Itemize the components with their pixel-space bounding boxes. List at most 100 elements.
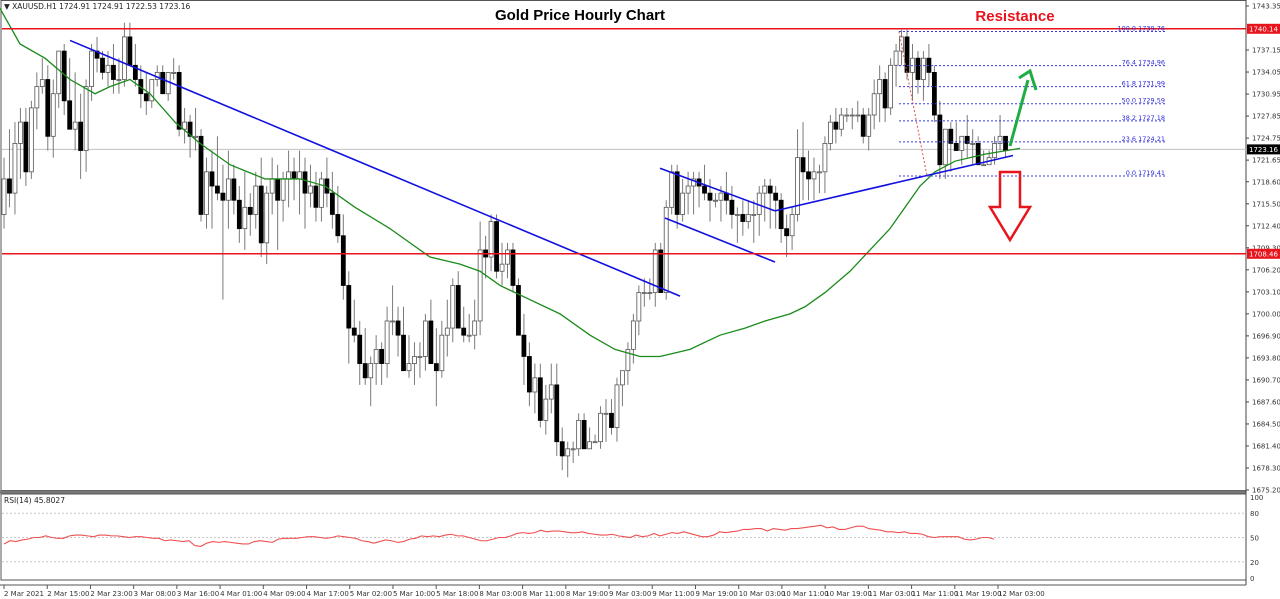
- bearish-candle: [187, 121, 193, 137]
- bullish-candle: [811, 171, 817, 180]
- price-tick-label: 1703.10: [1252, 288, 1280, 296]
- bullish-candle: [625, 348, 631, 372]
- bearish-candle: [767, 185, 773, 194]
- bullish-candle: [921, 57, 926, 80]
- bullish-candle: [444, 327, 450, 336]
- bullish-candle: [171, 72, 177, 74]
- time-tick-label: 12 Mar 03:00: [998, 590, 1045, 598]
- bearish-candle: [379, 348, 385, 364]
- bearish-candle: [67, 100, 73, 130]
- bullish-candle: [72, 121, 78, 130]
- time-tick-label: 8 Mar 03:00: [479, 590, 521, 598]
- bearish-candle: [521, 334, 527, 357]
- bearish-candle: [231, 178, 237, 201]
- fib-level-label: 23.6 1724.21: [1122, 135, 1165, 143]
- bullish-candle: [384, 320, 390, 364]
- bullish-candle: [308, 185, 313, 194]
- bullish-candle: [319, 178, 324, 208]
- bullish-candle: [663, 206, 669, 293]
- bullish-candle: [641, 292, 647, 294]
- bearish-candle: [953, 143, 959, 151]
- bullish-candle: [472, 320, 478, 336]
- moving-average-line: [0, 8, 1021, 358]
- bullish-candle: [83, 86, 89, 151]
- fib-level-label: 0.0 1719.41: [1126, 169, 1165, 177]
- rsi-axis-label: 50: [1250, 535, 1259, 543]
- rsi-axis-label: 0: [1250, 575, 1254, 583]
- bullish-candle: [450, 285, 456, 329]
- bearish-candle: [455, 285, 461, 329]
- flag-upper: [659, 167, 776, 212]
- bearish-candle: [362, 363, 368, 379]
- bearish-candle: [729, 199, 735, 215]
- bullish-candle: [587, 441, 592, 450]
- bullish-candle: [225, 178, 231, 201]
- bearish-candle: [931, 72, 937, 116]
- price-tick-label: 1730.95: [1252, 91, 1280, 99]
- bearish-candle: [554, 384, 560, 443]
- support-price-tag: [1247, 248, 1280, 259]
- bullish-candle: [204, 171, 209, 215]
- bullish-candle: [620, 370, 625, 386]
- time-tick-label: 11 Mar 03:00: [868, 590, 915, 598]
- up-arrow-shaft: [1008, 79, 1030, 147]
- bearish-candle: [78, 121, 84, 151]
- bearish-candle: [160, 72, 166, 95]
- bullish-candle: [477, 249, 483, 322]
- bullish-candle: [959, 135, 965, 151]
- time-tick-label: 9 Mar 19:00: [695, 590, 737, 598]
- bearish-candle: [975, 143, 981, 166]
- bullish-candle: [795, 157, 800, 215]
- price-tick-label: 1727.85: [1252, 113, 1280, 121]
- flag-lower: [664, 217, 776, 263]
- bullish-candle: [652, 249, 658, 293]
- time-tick-label: 10 Mar 11:00: [782, 590, 829, 598]
- bearish-candle: [526, 356, 532, 393]
- price-tick-label: 1724.75: [1252, 135, 1280, 143]
- bearish-candle: [915, 57, 921, 80]
- bearish-candle: [937, 114, 943, 166]
- time-tick-label: 8 Mar 11:00: [523, 590, 565, 598]
- bullish-candle: [822, 143, 828, 173]
- price-tick-label: 1709.30: [1252, 244, 1280, 252]
- bullish-candle: [122, 36, 127, 80]
- bullish-candle: [499, 263, 505, 272]
- bullish-candle: [505, 249, 510, 265]
- bullish-candle: [89, 50, 94, 88]
- symbol-ohlc-header: ▼ XAUUSD.H1 1724.91 1724.91 1722.53 1723…: [4, 2, 191, 11]
- resistance-price-tag: [1247, 23, 1280, 34]
- time-tick-label: 9 Mar 11:00: [652, 590, 694, 598]
- time-tick-label: 2 Mar 2021: [4, 590, 44, 598]
- price-tick-label: 1700.00: [1252, 310, 1280, 318]
- support-price-label: 1708.46: [1249, 250, 1278, 258]
- bullish-candle: [647, 292, 653, 294]
- fib-level-label: 100.0 1739.76: [1117, 24, 1165, 32]
- bearish-candle: [275, 178, 281, 201]
- bearish-candle: [258, 185, 264, 244]
- bearish-candle: [806, 171, 811, 180]
- price-tick-label: 1687.60: [1252, 398, 1280, 406]
- bearish-candle: [401, 334, 406, 372]
- bullish-candle: [630, 320, 636, 350]
- price-tick-label: 1693.80: [1252, 354, 1280, 362]
- price-tick-label: 1743.35: [1252, 3, 1280, 11]
- bearish-candle: [658, 249, 664, 293]
- time-tick-label: 5 Mar 18:00: [436, 590, 478, 598]
- price-tick-label: 1737.15: [1252, 47, 1280, 55]
- bullish-candle: [165, 72, 171, 95]
- time-tick-label: 3 Mar 08:00: [134, 590, 176, 598]
- bearish-candle: [176, 72, 182, 130]
- time-tick-label: 9 Mar 03:00: [609, 590, 651, 598]
- bullish-candle: [12, 143, 18, 194]
- bearish-candle: [127, 36, 133, 66]
- bearish-candle: [948, 128, 954, 144]
- bearish-candle: [833, 121, 839, 130]
- bullish-candle: [297, 171, 302, 180]
- price-tick-label: 1675.20: [1252, 487, 1280, 495]
- bullish-candle: [423, 320, 428, 357]
- bullish-candle: [893, 50, 899, 66]
- price-tick-label: 1715.50: [1252, 200, 1280, 208]
- bullish-candle: [34, 86, 40, 109]
- bearish-candle: [537, 377, 543, 421]
- candles: [1, 22, 1008, 478]
